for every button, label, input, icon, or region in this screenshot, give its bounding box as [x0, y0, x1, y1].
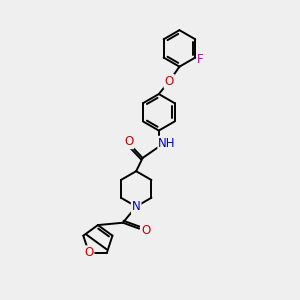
Text: F: F	[197, 52, 204, 65]
Text: O: O	[141, 224, 150, 237]
Text: O: O	[164, 75, 174, 88]
Text: O: O	[84, 246, 94, 259]
Text: N: N	[132, 200, 140, 213]
Text: NH: NH	[158, 137, 176, 150]
Text: O: O	[124, 135, 133, 148]
